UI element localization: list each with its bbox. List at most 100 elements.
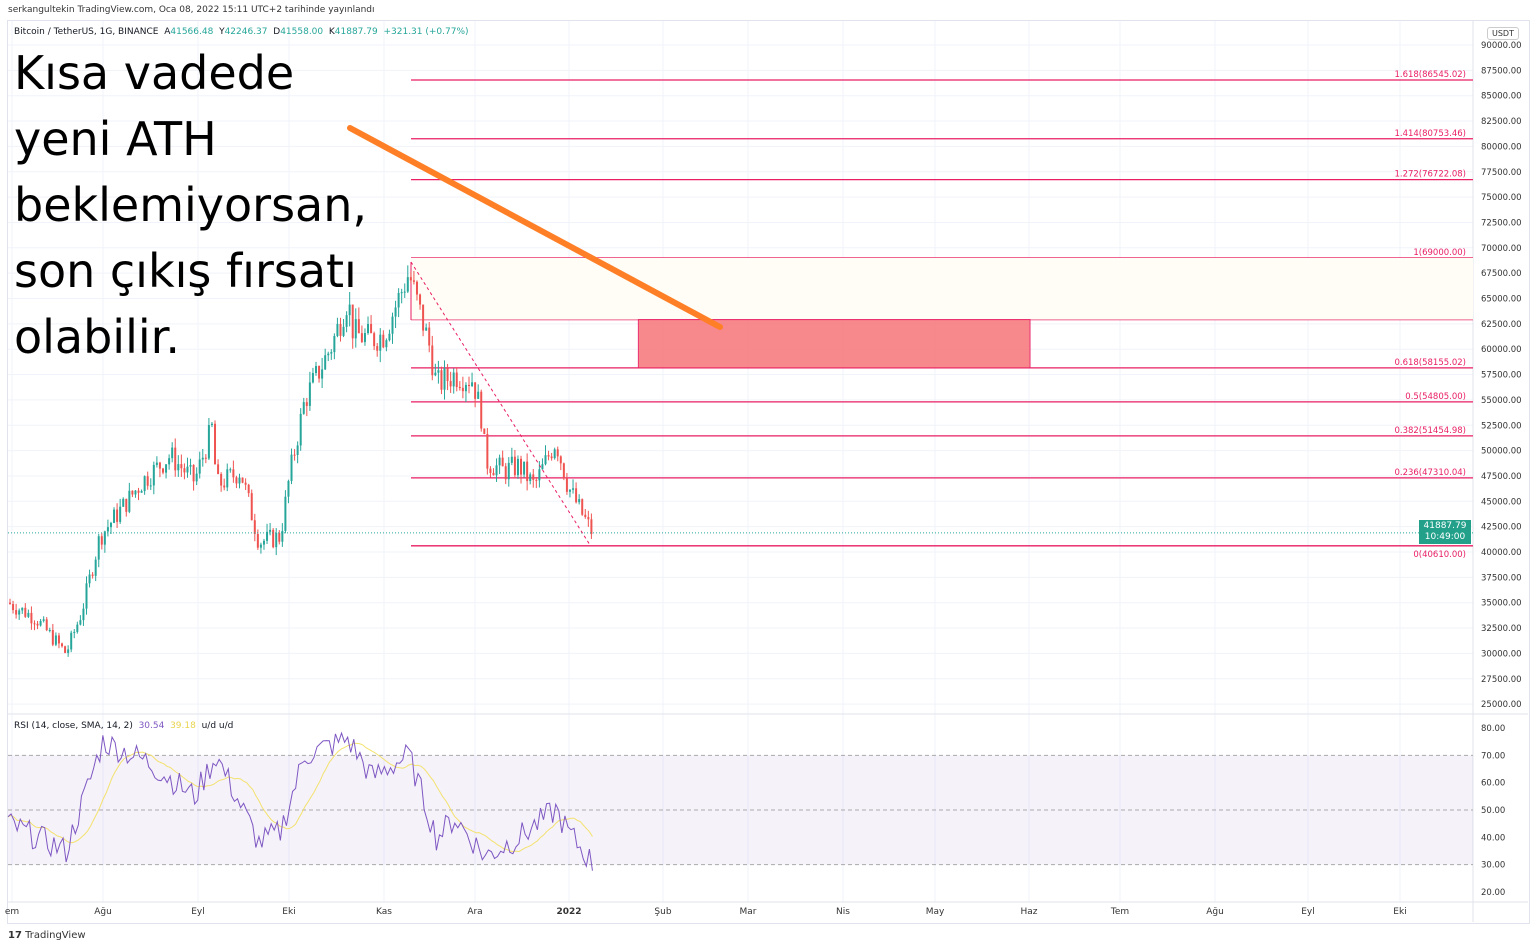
fib-fill [411,257,1473,320]
time-tick: Eyl [1301,907,1315,917]
candle-body [33,623,36,625]
candle-body [409,277,412,281]
candle-body [425,327,428,331]
change-value: +321.31 (+0.77%) [383,27,469,37]
candle-body [57,635,60,644]
trend-line [410,261,591,546]
fib-level-label: 1.414(80753.46) [1394,129,1466,139]
price-tick: 67500.00 [1481,269,1522,279]
candle-body [587,517,590,520]
price-tick: 72500.00 [1481,218,1522,228]
candle-body [259,544,262,548]
candle-body [471,382,474,387]
price-tick: 27500.00 [1481,675,1522,685]
candle-body [403,291,406,293]
time-tick: em [5,907,19,917]
candle-body [529,474,532,482]
candle-body [315,365,317,374]
fib-level-label: 1.272(76722.08) [1394,170,1466,180]
candle-body [128,490,131,512]
price-tick: 65000.00 [1481,295,1522,305]
candle-body [446,368,449,382]
candle-body [415,281,418,295]
time-tick: Eki [282,907,295,917]
time-tick: Ara [467,907,482,917]
candle-body [158,462,161,469]
candle-body [103,531,106,545]
candle-body [146,476,149,486]
candle-body [311,373,314,383]
candle-body [452,372,455,387]
arrow-line [347,125,723,330]
candle-body [76,624,79,632]
candle-body [321,369,324,379]
candle-body [293,454,296,456]
candle-body [183,468,186,473]
candle-body [36,623,39,626]
rsi-tick: 20.00 [1481,888,1505,898]
candle-body [305,402,308,406]
candle-body [345,315,348,327]
candle-body [70,632,73,650]
candle-body [284,496,287,531]
candle-body [253,520,256,534]
currency-button[interactable]: USDT [1487,27,1519,40]
candle-body [388,333,391,341]
candle-body [140,491,143,493]
tradingview-logo: 17 TradingView [8,930,86,941]
candle-body [339,323,342,336]
candle-body [379,334,382,351]
annotation-text: Kısa vadede yeni ATH beklemiyorsan, son … [14,46,368,364]
candle-body [330,352,333,354]
candle-body [223,485,226,488]
candle-body [406,277,409,292]
candle-body [327,353,330,356]
candle-body [201,457,204,460]
rsi-tick: 40.00 [1481,833,1505,843]
candle-body [565,478,568,492]
candle-body [229,469,232,471]
candle-body [400,292,403,294]
candle-body [495,465,498,476]
rsi-label: RSI (14, close, SMA, 14, 2) [14,721,133,731]
last-price: 41887.79 [1423,521,1467,531]
rsi-extra: u/d u/d [201,721,234,731]
candle-body [480,391,483,429]
price-tick: 35000.00 [1481,599,1522,609]
price-tick: 50000.00 [1481,447,1522,457]
candle-body [489,468,492,473]
time-tick: Şub [654,907,671,917]
price-tick: 77500.00 [1481,168,1522,178]
candle-body [520,458,523,475]
candle-body [94,559,97,576]
candle-body [106,527,109,532]
candle-body [351,304,354,339]
candle-body [24,607,27,617]
candle-body [134,490,137,495]
candle-body [220,473,223,486]
chart-frame [7,20,1530,924]
candle-body [391,316,394,334]
rsi-tick: 60.00 [1481,779,1505,789]
candle-body [507,462,510,480]
price-tick: 82500.00 [1481,117,1522,127]
low-label: D [273,27,281,37]
candle-body [18,610,21,615]
candle-body [122,498,125,507]
rsi-value: 30.54 [138,721,165,731]
time-tick: Kas [376,907,392,917]
candle-body [324,355,327,370]
candle-body [131,490,134,495]
candle-body [336,323,339,337]
candle-body [275,533,278,548]
candle-body [449,381,452,387]
candle-body [373,333,376,347]
candle-body [504,466,507,480]
candle-body [468,384,470,387]
rsi-line [7,731,593,871]
candle-body [67,649,70,653]
candle-body [152,464,155,486]
candle-body [547,455,550,457]
fib-level-label: 0.382(51454.98) [1394,426,1466,436]
